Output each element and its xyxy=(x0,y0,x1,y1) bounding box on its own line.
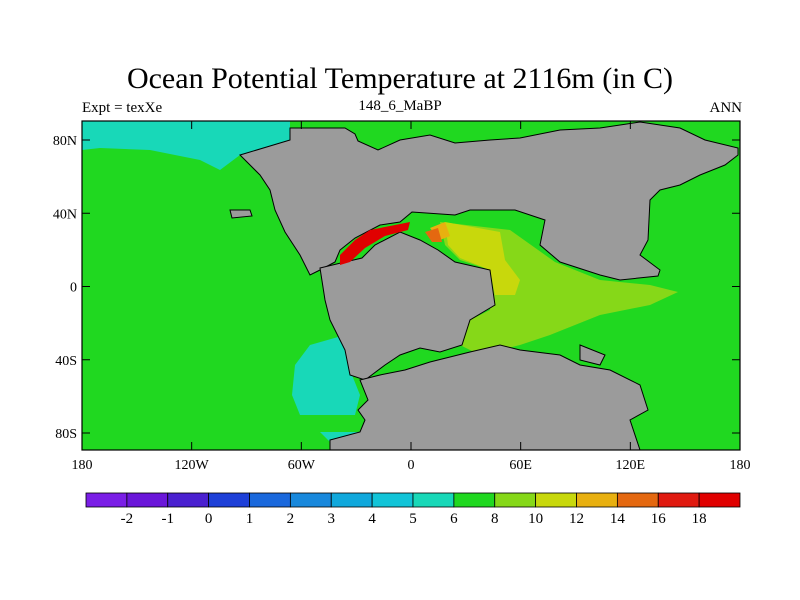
tethys-hot-core xyxy=(430,222,450,240)
colorbar-label: 6 xyxy=(450,511,458,527)
colorbar-label: 10 xyxy=(528,511,543,527)
y-tick-label: 40S xyxy=(55,354,77,369)
land-mass-1 xyxy=(239,121,739,281)
tethys-warmer-core xyxy=(445,222,520,295)
arctic-cool-patch xyxy=(82,121,290,170)
colorbar-swatch xyxy=(698,492,741,508)
colorbar-swatch xyxy=(289,492,332,508)
x-tick-label: 60E xyxy=(509,458,532,473)
y-tick-label: 80N xyxy=(53,134,77,149)
land-mass-2 xyxy=(319,231,496,381)
colorbar-label: 12 xyxy=(569,511,584,527)
colorbar-swatch xyxy=(657,492,700,508)
x-tick-label: 120W xyxy=(175,458,210,473)
y-tick-label: 0 xyxy=(70,281,77,296)
colorbar-swatch xyxy=(535,492,577,508)
x-tick-label: 0 xyxy=(408,458,415,473)
colorbar-label: 0 xyxy=(205,511,213,527)
colorbar-swatch xyxy=(126,492,169,508)
colorbar-label: 8 xyxy=(491,511,499,527)
map-title: Ocean Potential Temperature at 2116m (in… xyxy=(126,62,674,95)
colorbar-label: 18 xyxy=(692,511,707,527)
land-mass-3 xyxy=(329,344,649,451)
colorbar-label: 14 xyxy=(610,511,626,527)
x-tick-label: 120E xyxy=(616,458,646,473)
colorbar-swatch xyxy=(208,492,250,508)
colorbar-swatch xyxy=(494,492,537,508)
colorbar-label: 4 xyxy=(368,511,376,527)
land-mass-4 xyxy=(229,209,253,219)
colorbar-label: 16 xyxy=(651,511,667,527)
x-tick-label: 60W xyxy=(288,458,316,473)
colorbar-label: 3 xyxy=(328,511,336,527)
time-label: 148_6_MaBP xyxy=(358,98,442,114)
tethys-hottest-band xyxy=(340,222,410,265)
colorbar-swatch xyxy=(330,492,373,508)
colorbar-label: 1 xyxy=(246,511,254,527)
colorbar-swatch xyxy=(85,492,128,508)
experiment-label: Expt = texXe xyxy=(82,100,163,116)
colorbar-swatch xyxy=(167,492,210,508)
colorbar-swatch xyxy=(576,492,618,508)
x-tick-label: 180 xyxy=(72,458,93,473)
land-mass-5 xyxy=(579,344,606,366)
colorbar-label: -2 xyxy=(121,511,134,527)
colorbar-label: 2 xyxy=(287,511,295,527)
colorbar-label: 5 xyxy=(409,511,417,527)
season-label: ANN xyxy=(709,100,743,116)
colorbar-swatch xyxy=(371,492,414,508)
y-tick-label: 40N xyxy=(53,207,77,222)
colorbar-label: -1 xyxy=(162,511,175,527)
x-tick-label: 180 xyxy=(730,458,751,473)
southern-cool-patch xyxy=(292,335,360,415)
colorbar-swatch xyxy=(412,492,455,508)
tethys-orange-core xyxy=(425,228,442,242)
colorbar-swatch xyxy=(249,492,291,508)
y-tick-label: 80S xyxy=(55,427,77,442)
colorbar-swatch xyxy=(453,492,496,508)
colorbar-swatch xyxy=(616,492,659,508)
